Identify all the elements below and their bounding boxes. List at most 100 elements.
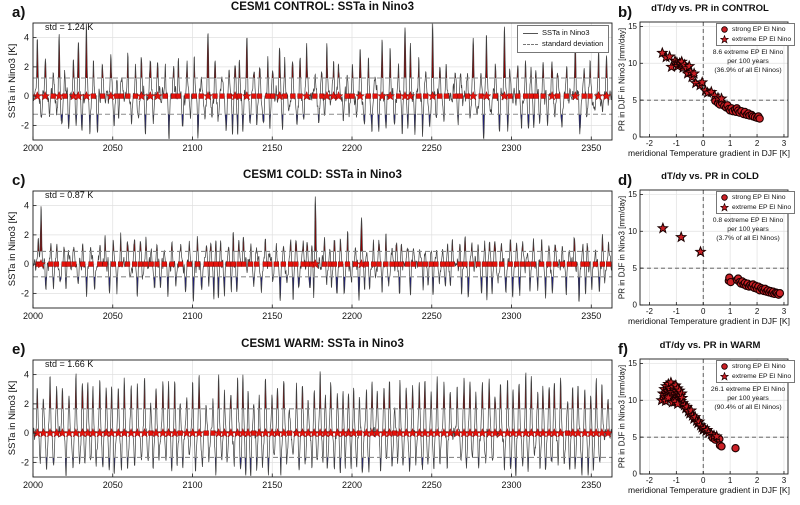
event-marker-star [225,427,236,438]
event-marker-square [396,93,402,99]
extreme-elnino-marker-icon [720,371,729,381]
event-marker-square [452,93,458,99]
event-marker-star [407,427,418,438]
event-marker-square [251,430,257,436]
event-marker-square [124,261,131,267]
scatter-xlabel: meridional Temperature gradient in DJF [… [628,316,790,326]
event-marker-star [405,90,416,101]
event-marker-square [137,261,144,267]
event-marker-star [54,90,65,101]
event-marker-square [118,93,125,99]
event-marker-star [470,427,481,438]
event-marker-star [40,90,51,101]
event-marker-square [286,430,293,436]
y-tick-label: -2 [21,457,29,467]
event-marker-square [143,261,149,267]
event-marker-star [241,90,252,101]
event-marker-square [65,261,72,267]
event-marker-square [175,93,182,99]
scatter-point-extreme [675,230,688,243]
y-tick-label: -2 [21,120,29,130]
event-marker-square [559,261,566,267]
legend-label-std: standard deviation [542,38,604,48]
event-marker-star [139,427,150,438]
el-nino-fill [33,196,612,252]
x-tick-label: 0 [701,476,706,485]
legend-label-ssta: SSTa in Nino3 [542,28,590,37]
y-tick-label: 4 [24,370,29,380]
x-tick-label: 2150 [262,311,282,321]
event-marker-square [262,261,268,267]
panel-label-b: b) [618,4,633,21]
axis-box [32,190,613,309]
scatter-point-extreme [710,429,723,442]
solid-line-sample-icon [523,32,538,34]
event-marker-square [437,93,443,99]
y-tick-label: 15 [628,359,637,368]
event-marker-square [288,261,294,267]
event-marker-square [457,261,463,267]
event-marker-square [254,261,260,267]
x-tick-label: -1 [673,476,681,485]
ssta-line [32,23,613,140]
event-marker-square [247,261,254,267]
event-marker-square [114,93,120,99]
scatter-title-cold: dT/dy vs. PR in COLD [661,171,759,182]
event-marker-square [584,261,590,267]
event-marker-square [90,93,97,99]
event-marker-square [48,261,54,267]
x-tick-label: 3 [782,307,787,316]
panel-label-d: d) [618,172,633,189]
event-marker-square [125,93,131,99]
event-marker-star [468,90,479,101]
event-marker-square [97,261,103,267]
event-marker-square [62,93,68,99]
event-marker-star [310,258,321,269]
scatter-annotation-cold: 0.8 extreme EP El Nino per 100 years (3.… [712,217,784,243]
x-tick-label: 1 [728,307,733,316]
timeseries-ylabel: SSTa in Nino3 [K] [7,380,18,456]
x-tick-label: 2100 [182,311,202,321]
event-marker-square [131,261,138,267]
event-marker-square [566,261,573,267]
scatter-xlabel: meridional Temperature gradient in DJF [… [628,485,790,495]
event-marker-square [267,261,273,267]
timeseries-legend: SSTa in Nino3 standard deviation [517,25,610,53]
event-marker-square [440,261,446,267]
x-tick-label: 2000 [23,143,43,153]
legend-label-extreme: extreme EP El Nino [732,203,792,211]
event-marker-star [355,90,366,101]
scatter-point-extreme [656,221,669,234]
event-marker-square [428,261,434,267]
legend-label-strong: strong EP El Nino [732,194,786,201]
event-marker-star [570,90,581,101]
event-marker-square [433,261,439,267]
y-tick-label: 0 [633,301,638,310]
event-marker-square [300,261,306,267]
event-marker-square [290,93,296,99]
event-marker-square [481,261,488,267]
event-marker-square [225,261,232,267]
event-marker-square [356,430,363,436]
panel-label-c: c) [12,172,26,189]
event-marker-star [333,90,344,101]
event-marker-star [94,427,105,438]
y-tick-label: 2 [24,62,29,72]
scatter-point-extreme [694,245,707,258]
scatter-annotation-control: 8.6 extreme EP El Nino per 100 years (36… [712,49,784,75]
std-annotation-cold: std = 0.87 K [45,190,94,200]
x-tick-label: 2150 [262,480,282,490]
scatter-point-extreme [685,404,698,416]
std-annotation-warm: std = 1.66 K [45,359,94,369]
event-marker-square [230,261,236,267]
y-tick-label: 0 [633,470,638,479]
y-tick-label: 10 [628,227,637,236]
x-tick-label: 2250 [422,143,442,153]
y-tick-label: 10 [628,396,637,405]
event-marker-square [392,430,398,436]
event-marker-square [331,261,337,267]
el-nino-fill [33,371,612,409]
event-marker-square [499,261,505,267]
event-marker-square [50,93,56,99]
event-marker-square [457,93,463,99]
